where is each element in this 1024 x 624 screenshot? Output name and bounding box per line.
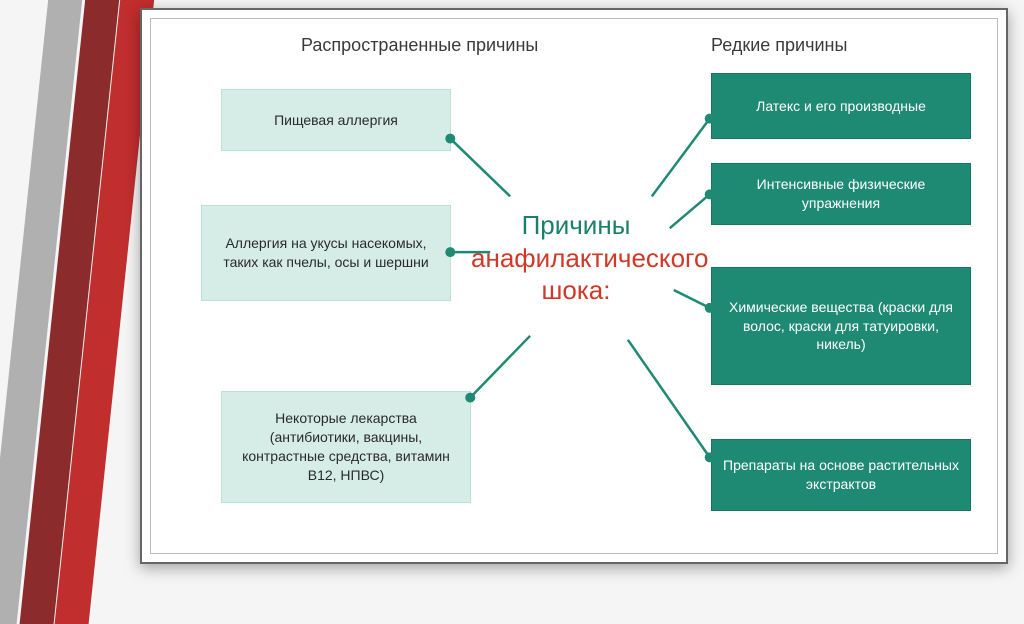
box-insect-allergy: Аллергия на укусы насекомых, таких как п… [201, 205, 451, 301]
box-herbal: Препараты на основе растительных экстрак… [711, 439, 971, 511]
box-latex: Латекс и его производные [711, 73, 971, 139]
slide-frame: Распространенные причины Редкие причины … [140, 8, 1008, 564]
box-exercise: Интенсивные физические упражнения [711, 163, 971, 225]
connector [628, 340, 715, 463]
column-header-rare: Редкие причины [711, 35, 847, 56]
connector [445, 134, 510, 197]
connector [652, 114, 715, 197]
connector [465, 336, 530, 403]
box-chemicals: Химические вещества (краски для волос, к… [711, 267, 971, 385]
center-title: Причины анафилактического шока: [471, 209, 681, 307]
center-title-line1: Причины [471, 209, 681, 242]
center-title-line2: анафилактического шока: [471, 242, 681, 307]
slide-inner-frame: Распространенные причины Редкие причины … [150, 18, 998, 554]
box-drugs: Некоторые лекарства (антибиотики, вакцин… [221, 391, 471, 503]
box-food-allergy: Пищевая аллергия [221, 89, 451, 151]
column-header-common: Распространенные причины [301, 35, 538, 56]
